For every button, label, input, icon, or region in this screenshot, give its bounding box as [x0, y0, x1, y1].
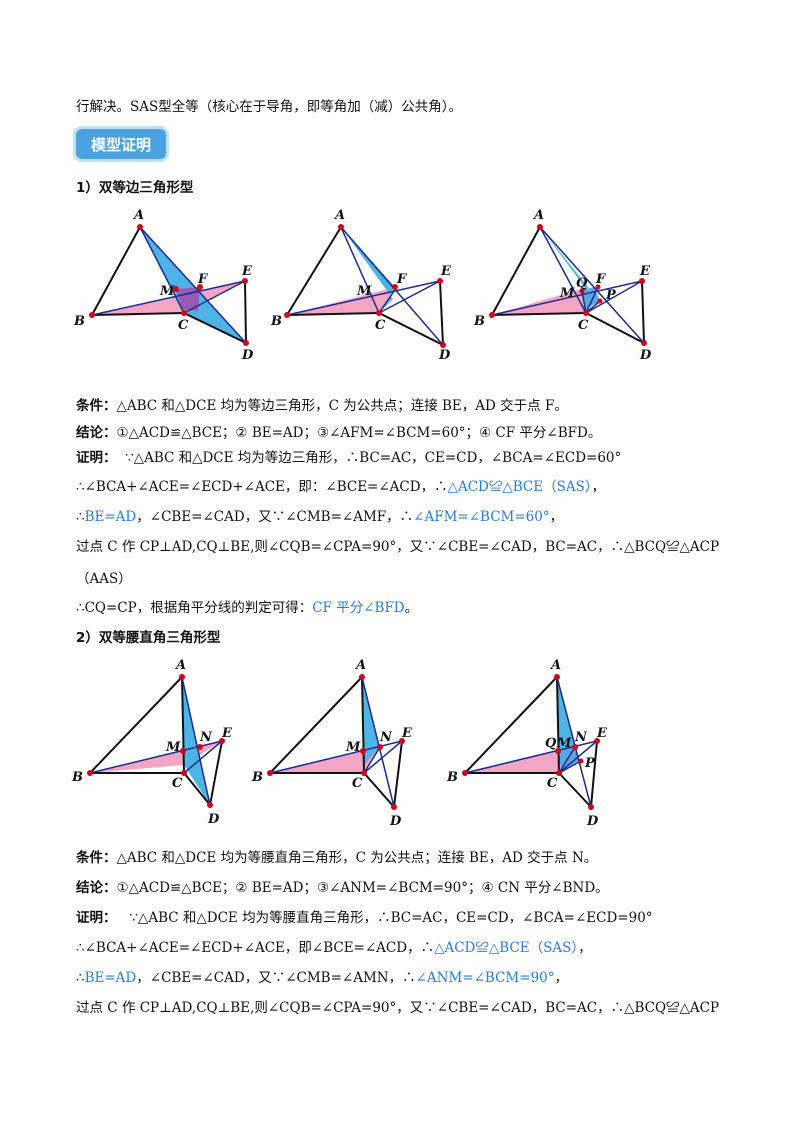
s2-conclusion: 结论：①△ACD≌△BCE；② BE=AD；③∠ANM=∠BCM=90°；④ C…	[76, 880, 609, 896]
label-B: B	[251, 770, 263, 785]
label-N: N	[574, 730, 588, 745]
label-C: C	[547, 776, 558, 791]
label-P: P	[584, 756, 596, 771]
section2-title: 2）双等腰直角三角形型	[76, 630, 221, 646]
label-F: F	[595, 272, 606, 287]
label-C: C	[375, 318, 386, 333]
label-F: F	[197, 272, 208, 287]
rt-figure-2: A B C D E N M	[251, 658, 413, 829]
label-A: A	[333, 208, 345, 223]
label-D: D	[241, 348, 254, 363]
label-C: C	[172, 776, 183, 791]
eq-figure-1: A B C D E F M	[73, 208, 254, 363]
label-M: M	[165, 740, 181, 755]
label-B: B	[73, 314, 85, 329]
label-A: A	[549, 658, 561, 673]
label-P: P	[605, 288, 617, 303]
label-M: M	[345, 740, 361, 755]
label-M: M	[559, 286, 575, 301]
s2-condition: 条件：△ABC 和△DCE 均为等腰直角三角形，C 为公共点；连接 BE，AD …	[76, 850, 598, 866]
label-M: M	[356, 284, 372, 299]
label-E: E	[440, 264, 452, 279]
eq-figure-3: A B C D E F M Q P	[473, 208, 652, 363]
label-B: B	[71, 770, 83, 785]
tri-bce-fill	[287, 287, 395, 315]
s1-conclusion: 结论：①△ACD≌△BCE；② BE=AD；③∠AFM=∠BCM=60°；④ C…	[76, 425, 602, 441]
s1-proof-2: ∴∠BCA+∠ACE=∠ECD+∠ACE，即：∠BCE=∠ACD，∴△ACD≌△…	[76, 479, 606, 495]
label-A: A	[532, 208, 544, 223]
label-A: A	[132, 208, 144, 223]
tri-bce-fill	[492, 287, 588, 315]
label-D: D	[586, 814, 599, 829]
eq-figure-2: A B C D E F M	[270, 208, 452, 363]
s1-condition: 条件：△ABC 和△DCE 均为等边三角形，C 为公共点；连接 BE，AD 交于…	[76, 398, 568, 414]
label-E: E	[639, 264, 651, 279]
rt-figure-3: A B C D E N M Q P	[446, 658, 608, 829]
label-Q: Q	[545, 736, 557, 751]
label-E: E	[221, 726, 233, 741]
intro-text: 行解决。SAS型全等（核心在于导角，即等角加（减）公共角）。	[76, 99, 462, 115]
rt-figure-1: A B C D E N M	[71, 658, 233, 827]
label-C: C	[352, 776, 363, 791]
label-D: D	[207, 812, 220, 827]
label-D: D	[639, 348, 652, 363]
section1-title: 1）双等边三角形型	[76, 180, 194, 196]
label-E: E	[596, 726, 608, 741]
s1-proof-1: 证明： ∵△ABC 和△DCE 均为等边三角形，∴BC=AC，CE=CD，∠BC…	[76, 450, 622, 466]
label-B: B	[473, 314, 485, 329]
section-badge: 模型证明	[76, 129, 166, 159]
label-Q: Q	[576, 276, 588, 291]
label-D: D	[438, 348, 451, 363]
tri-acd-fill	[557, 677, 575, 765]
tri-acd-fill	[362, 677, 380, 765]
label-D: D	[389, 814, 402, 829]
label-E: E	[241, 264, 253, 279]
label-E: E	[401, 726, 413, 741]
s2-proof-2: ∴∠BCA+∠ACE=∠ECD+∠ACE，即∠BCE=∠ACD，∴△ACD≌△B…	[76, 940, 592, 956]
label-C: C	[578, 318, 589, 333]
s1-proof-3: ∴BE=AD，∠CBE=∠CAD，又∵∠CMB=∠AMF，∴∠AFM=∠BCM=…	[76, 509, 564, 525]
label-F: F	[396, 272, 407, 287]
label-N: N	[379, 730, 393, 745]
label-A: A	[174, 658, 186, 673]
s2-proof-1: 证明： ∵△ABC 和△DCE 均为等腰直角三角形，∴BC=AC，CE=CD，∠…	[76, 910, 653, 926]
label-A: A	[354, 658, 366, 673]
label-B: B	[446, 770, 458, 785]
s1-proof-5: （AAS）	[76, 571, 132, 587]
s2-proof-3: ∴BE=AD，∠CBE=∠CAD，又∵∠CMB=∠AMN，∴∠ANM=∠BCM=…	[76, 970, 568, 986]
label-N: N	[199, 730, 213, 745]
s2-proof-4: 过点 C 作 CP⊥AD,CQ⊥BE,则∠CQB=∠CPA=90°，又∵∠CBE…	[76, 1000, 720, 1016]
label-B: B	[270, 314, 282, 329]
label-M: M	[556, 736, 572, 751]
s1-proof-6: ∴CQ=CP，根据角平分线的判定可得：CF 平分∠BFD。	[76, 600, 419, 616]
s1-proof-4: 过点 C 作 CP⊥AD,CQ⊥BE,则∠CQB=∠CPA=90°，又∵∠CBE…	[76, 539, 720, 555]
label-C: C	[178, 318, 189, 333]
label-M: M	[159, 284, 175, 299]
